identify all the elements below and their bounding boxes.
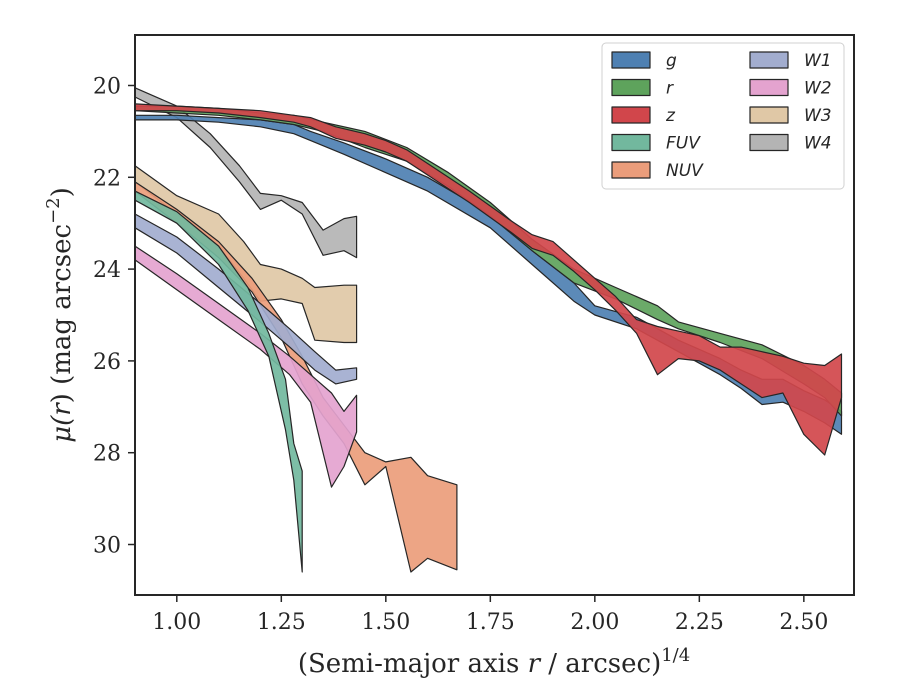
legend-swatch-w4 bbox=[749, 133, 789, 152]
x-axis-label-sup: 1/4 bbox=[661, 645, 690, 666]
x-axis-label: (Semi-major axis r / arcsec)1/4 bbox=[298, 645, 690, 679]
y-tick-label: 28 bbox=[93, 442, 121, 467]
legend-swatch-nuv bbox=[611, 161, 651, 179]
band-fuv bbox=[134, 190, 303, 573]
y-axis-label-mu: μ( bbox=[47, 415, 77, 443]
legend-label-w2: W2 bbox=[804, 79, 832, 99]
legend-label-fuv: FUV bbox=[666, 134, 701, 154]
plot-frame bbox=[134, 34, 855, 596]
legend-swatch-fuv bbox=[611, 133, 651, 152]
legend-label-r: r bbox=[666, 79, 674, 99]
legend-swatch-r bbox=[611, 78, 651, 97]
y-axis-label-sup: −2 bbox=[43, 197, 64, 224]
y-axis-label-rest: ) (mag arcsec bbox=[47, 224, 77, 403]
legend-label-w1: W1 bbox=[804, 51, 832, 71]
legend-swatch-w2 bbox=[749, 78, 789, 97]
x-tick-label: 2.50 bbox=[779, 610, 828, 635]
x-tick-label: 1.25 bbox=[257, 610, 306, 635]
x-axis-label-var: r bbox=[528, 649, 542, 679]
band-z bbox=[134, 103, 843, 456]
x-tick-label: 1.00 bbox=[152, 610, 201, 635]
legend-label-nuv: NUV bbox=[666, 161, 704, 181]
x-tick-label: 2.25 bbox=[675, 610, 724, 635]
y-tick-label: 22 bbox=[93, 166, 121, 191]
legend: grz FUV NUV W1 W2 W3 W4 bbox=[601, 42, 845, 190]
legend-label-w4: W4 bbox=[804, 134, 832, 154]
y-tick-label: 30 bbox=[93, 534, 121, 559]
y-axis-label-var: r bbox=[47, 402, 77, 416]
legend-label-z: z bbox=[665, 106, 676, 126]
legend-label-w3: W3 bbox=[804, 106, 832, 126]
x-axis-label-text2: / arcsec) bbox=[540, 649, 661, 679]
y-axis-label: μ(r) (mag arcsec−2) bbox=[43, 187, 77, 443]
y-axis-label-close: ) bbox=[47, 187, 77, 197]
y-tick-label: 24 bbox=[93, 258, 121, 283]
x-tick-label: 2.00 bbox=[570, 610, 619, 635]
x-tick-label: 1.50 bbox=[361, 610, 410, 635]
legend-swatch-w3 bbox=[749, 106, 789, 124]
x-tick-label: 1.75 bbox=[466, 610, 515, 635]
legend-swatch-w1 bbox=[749, 51, 789, 69]
band-g bbox=[134, 114, 843, 435]
y-tick-label: 20 bbox=[93, 74, 121, 99]
legend-swatch-g bbox=[611, 51, 651, 69]
legend-swatch-z bbox=[611, 106, 651, 124]
y-axis: 20 22 24 26 28 30 bbox=[93, 74, 135, 559]
y-tick-label: 26 bbox=[93, 350, 121, 375]
x-axis: 1.00 1.25 1.50 1.75 2.00 2.25 2.50 bbox=[152, 595, 828, 635]
profile-bands bbox=[134, 87, 843, 573]
x-axis-label-text: (Semi-major axis bbox=[298, 649, 528, 679]
legend-label-g: g bbox=[666, 51, 677, 71]
